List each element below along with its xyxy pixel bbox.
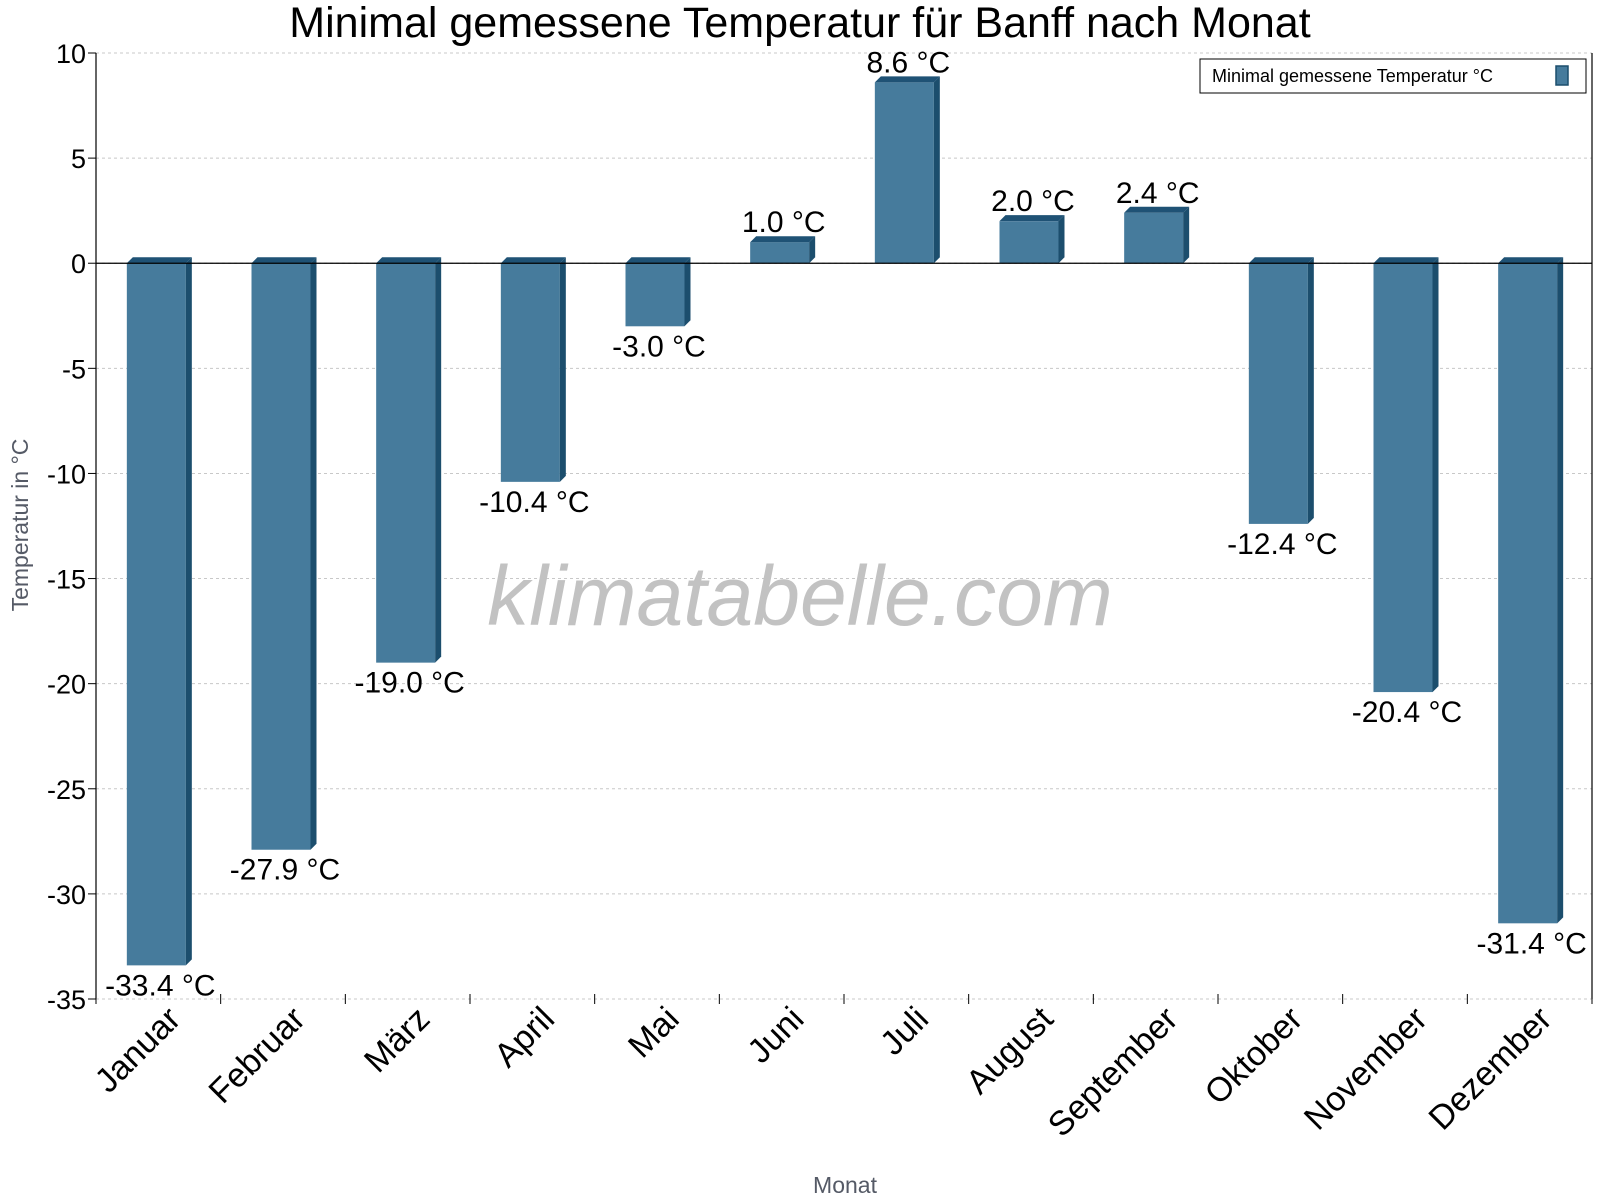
bar-side: [1557, 257, 1564, 924]
bar-side: [310, 257, 317, 850]
data-label: 8.6 °C: [866, 46, 950, 79]
bar-side: [435, 257, 442, 663]
bar: [874, 76, 940, 264]
bar: [999, 215, 1065, 264]
x-tick-label: Januar: [88, 1000, 188, 1100]
bar-side: [1432, 257, 1439, 693]
bar-face: [126, 263, 186, 966]
x-axis-label: Monat: [813, 1172, 878, 1198]
data-labels: -33.4 °C -27.9 °C -19.0 °C -10.4 °C -3.0 °C 1…: [105, 46, 1587, 1002]
bar-side: [559, 257, 566, 482]
bar-side: [809, 236, 816, 264]
bar-face: [500, 263, 560, 482]
data-label: 1.0 °C: [742, 206, 826, 239]
data-label: 2.4 °C: [1116, 177, 1200, 210]
bar: [625, 257, 691, 327]
x-tick-label: Oktober: [1198, 1000, 1310, 1112]
legend-label: Minimal gemessene Temperatur °C: [1212, 66, 1493, 86]
bar-side: [185, 257, 192, 966]
bar-face: [625, 263, 685, 327]
y-tick-label: -10: [47, 459, 86, 489]
bar-face: [1248, 263, 1308, 524]
bar-top: [1498, 257, 1564, 264]
bar-face: [376, 263, 436, 663]
bar-face: [1124, 212, 1184, 264]
legend-swatch: [1555, 65, 1569, 86]
y-tick-label: -25: [47, 775, 86, 805]
bar: [1248, 257, 1314, 524]
data-label: -33.4 °C: [105, 969, 215, 1002]
bar-face: [874, 82, 934, 264]
data-label: -27.9 °C: [230, 854, 340, 887]
bar-side: [1058, 215, 1065, 264]
bar-face: [750, 242, 810, 264]
bar-side: [1307, 257, 1314, 524]
bar: [126, 257, 192, 966]
x-tick-label: Mai: [621, 1000, 687, 1066]
y-tick-label: -5: [62, 354, 86, 384]
x-tick-label: Dezember: [1422, 1000, 1560, 1138]
x-tick-label: Juli: [873, 1000, 936, 1063]
bar-top: [625, 257, 691, 264]
bar: [500, 257, 566, 482]
bar-top: [750, 236, 816, 243]
bar-face: [1373, 263, 1433, 693]
bar-top: [376, 257, 442, 264]
data-label: -3.0 °C: [612, 330, 706, 363]
x-tick-label: November: [1297, 1000, 1435, 1138]
data-label: -12.4 °C: [1227, 528, 1337, 561]
x-tick-label: September: [1041, 1000, 1185, 1144]
bar: [376, 257, 442, 663]
bar-face: [1498, 263, 1558, 924]
y-axis-label: Temperatur in °C: [7, 439, 33, 612]
bar-face: [251, 263, 311, 850]
data-label: 2.0 °C: [991, 185, 1075, 218]
data-label: -20.4 °C: [1352, 696, 1462, 729]
bar-top: [251, 257, 317, 264]
chart-title: Minimal gemessene Temperatur für Banff n…: [289, 0, 1310, 47]
y-tick-label: -35: [47, 985, 86, 1015]
bar: [750, 236, 816, 264]
bars: [126, 76, 1564, 966]
y-ticks: 10 5 0 -5 -10 -15 -20 -25 -30 -35: [47, 39, 96, 1015]
y-tick-label: 5: [71, 144, 86, 174]
bar-side: [684, 257, 691, 327]
bar-top: [999, 215, 1065, 222]
legend-box: [1199, 58, 1587, 94]
bar-face: [999, 221, 1059, 264]
x-tick-label: März: [357, 1000, 437, 1080]
bar-top: [500, 257, 566, 264]
y-tick-label: 0: [71, 249, 86, 279]
bar-top: [1124, 206, 1190, 213]
bar: [1498, 257, 1564, 924]
legend: Minimal gemessene Temperatur °C: [1199, 58, 1587, 94]
y-tick-label: -20: [47, 670, 86, 700]
bar: [251, 257, 317, 850]
data-label: -31.4 °C: [1476, 927, 1586, 960]
axes: [95, 53, 1593, 1000]
bar-top: [874, 76, 940, 83]
data-label: -19.0 °C: [354, 667, 464, 700]
x-tick-label: Juni: [740, 1000, 811, 1071]
bar-top: [1373, 257, 1439, 264]
y-tick-label: -30: [47, 880, 86, 910]
y-tick-label: 10: [56, 39, 86, 69]
bar-top: [1248, 257, 1314, 264]
x-ticks: Januar Februar März April Mai Juni Juli AugustS…: [88, 994, 1593, 1144]
x-tick-label: April: [487, 1000, 562, 1075]
x-tick-label: Februar: [202, 1000, 313, 1111]
y-tick-label: -15: [47, 565, 86, 595]
bar: [1373, 257, 1439, 693]
bar-side: [1183, 206, 1190, 264]
x-tick-label: August: [959, 999, 1061, 1101]
data-label: -10.4 °C: [479, 486, 589, 519]
bar-side: [933, 76, 940, 264]
bar: [1124, 206, 1190, 264]
watermark: klimatabelle.com: [487, 549, 1113, 643]
bar-top: [126, 257, 192, 264]
